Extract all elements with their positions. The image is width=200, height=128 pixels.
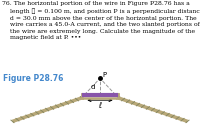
Text: Figure P28.76: Figure P28.76: [3, 74, 64, 83]
Text: 76. The horizontal portion of the wire in Figure P28.76 has a
    length ℓ = 0.1: 76. The horizontal portion of the wire i…: [2, 2, 200, 40]
Text: P: P: [102, 72, 107, 78]
Text: d: d: [91, 84, 95, 90]
Text: ℓ: ℓ: [98, 102, 102, 110]
